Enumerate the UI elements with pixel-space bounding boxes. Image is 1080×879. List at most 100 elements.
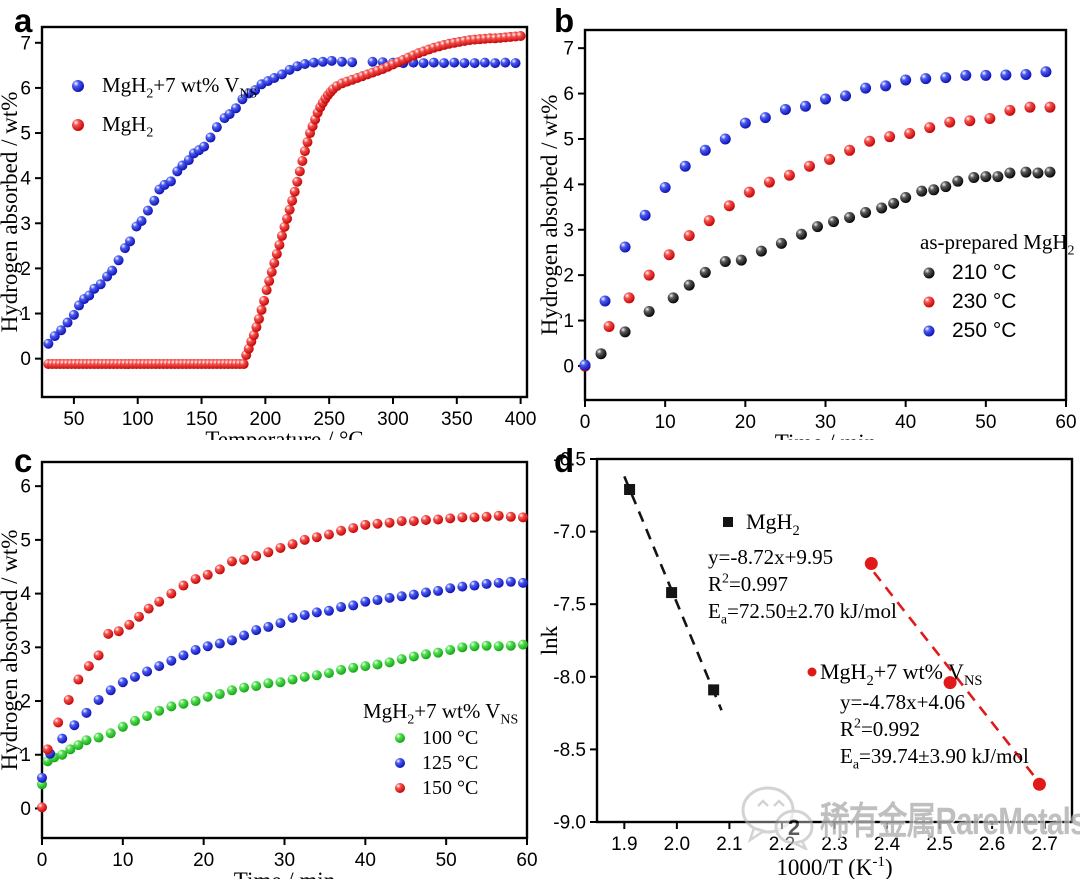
x-tick-label: 2.4 (874, 834, 901, 855)
series-point (57, 749, 68, 760)
series-point (517, 577, 528, 588)
x-tick-label: 100 (122, 409, 154, 430)
series-point (743, 186, 755, 198)
series-point (299, 146, 310, 157)
series-point (459, 58, 470, 69)
series-point (469, 580, 480, 591)
series-point (214, 689, 225, 700)
series-point (336, 602, 347, 613)
series-point (433, 647, 444, 658)
series-point (166, 655, 177, 666)
series-point (667, 292, 679, 304)
series-point (803, 160, 815, 172)
legend-label: 150 °C (422, 777, 478, 799)
series-point (844, 144, 856, 156)
annotation-text: y=-4.78x+4.06 (840, 690, 965, 714)
y-tick-label: 4 (20, 169, 31, 190)
y-tick-label: -6.5 (553, 450, 586, 471)
series-point (279, 221, 290, 232)
series-point (775, 237, 787, 249)
y-tick-label: 1 (563, 311, 574, 332)
series-point (445, 645, 456, 655)
legend-label: MgH2+7 wt% VNS (102, 73, 257, 102)
x-tick-label: 30 (815, 412, 836, 433)
series-point (619, 241, 631, 253)
series-point (297, 156, 308, 167)
series-point (105, 685, 116, 696)
series-point (940, 181, 952, 193)
series-point (226, 635, 237, 646)
series-point (178, 698, 189, 709)
series-point (263, 678, 274, 689)
series-point (154, 596, 165, 607)
panel-a: a 50 100 150 200 250 300 350 400 0 1 2 3 4 5 6 7 Tempera… (0, 0, 540, 440)
series-point (251, 322, 262, 333)
legend-label: 100 °C (422, 727, 478, 749)
y-tick-label: 3 (563, 220, 574, 241)
y-axis-title: Hydrogen absorbed / wt% (0, 92, 22, 333)
series-point (579, 359, 591, 371)
series-point (348, 523, 359, 534)
panel-letter-d: d (554, 442, 575, 479)
series-point (154, 661, 165, 672)
x-tick-label: 50 (975, 412, 996, 433)
series-point (214, 564, 225, 575)
series-point (603, 320, 615, 332)
series-point (69, 720, 80, 731)
x-tick-label: 2.3 (821, 834, 847, 855)
x-tick-label: 2.5 (926, 834, 952, 855)
y-tick-label: -7.0 (553, 522, 586, 543)
series-point (299, 534, 310, 545)
annotation-text: R2=0.992 (840, 717, 920, 741)
series-point (251, 625, 262, 636)
series-point (256, 304, 267, 315)
series-point (433, 514, 444, 525)
series-point (824, 153, 836, 165)
series-point (980, 171, 992, 183)
plot-border (40, 25, 529, 399)
series-point (515, 31, 526, 42)
series-point (323, 605, 334, 616)
series-point (81, 735, 92, 746)
series-point (248, 330, 259, 341)
series-point (420, 649, 431, 660)
series-point (190, 574, 201, 585)
series-point (336, 525, 347, 536)
series-point (884, 131, 896, 143)
series-point (428, 57, 439, 68)
series-point (299, 671, 310, 682)
series-point (251, 551, 262, 561)
x-tick-label: 0 (580, 412, 591, 433)
series-point (348, 600, 359, 611)
series-point (253, 313, 264, 324)
y-tick-label: 7 (20, 33, 31, 54)
series-point (214, 638, 225, 649)
annotation-text: y=-8.72x+9.95 (708, 545, 833, 569)
series-point (292, 61, 303, 72)
y-tick-label: -9.0 (553, 813, 586, 834)
y-tick-label: 6 (563, 84, 574, 105)
series-point (93, 694, 104, 705)
series-point (699, 144, 711, 156)
series-point (396, 516, 407, 527)
series-point (276, 230, 287, 241)
series-point (367, 56, 378, 67)
series-point (292, 176, 303, 187)
series-point (1000, 69, 1012, 81)
series-point (275, 618, 286, 629)
y-tick-label: 4 (563, 175, 574, 196)
series-point (759, 112, 771, 124)
panel-d: d 1.9 2.0 2.1 2.2 2.3 2.4 2.5 2.6 2.7 -9.0 -8.5 -8.… (540, 440, 1080, 879)
panel-c: c 0 10 20 30 40 50 60 0 1 2 3 4 5 6 Time / min Hydrogen… (0, 440, 540, 879)
series-point (360, 596, 371, 607)
series-point (113, 255, 124, 266)
panel-a-chart: 50 100 150 200 250 300 350 400 0 1 2 3 4 5 6 7 Temperatu… (0, 25, 536, 440)
series-point (117, 721, 128, 732)
series-point (264, 276, 275, 287)
series-point (916, 185, 928, 197)
series-point (469, 512, 480, 523)
series-point (250, 85, 261, 96)
y-tick-label: -7.5 (553, 595, 586, 616)
series-point (65, 744, 76, 755)
series-point (311, 607, 322, 618)
